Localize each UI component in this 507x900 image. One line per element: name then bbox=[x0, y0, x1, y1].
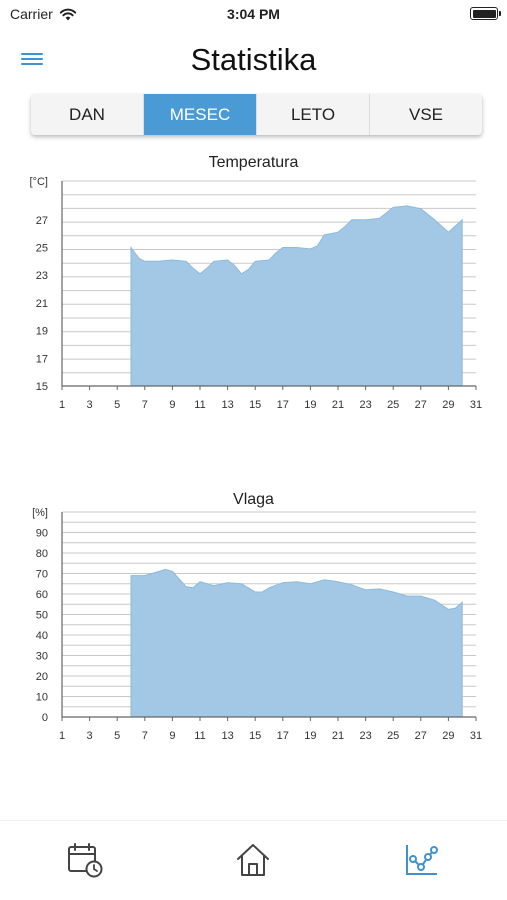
y-tick-label: 27 bbox=[36, 215, 48, 227]
carrier-group: Carrier bbox=[10, 6, 77, 22]
period-segmented-control: DAN MESEC LETO VSE bbox=[31, 94, 482, 135]
temperature-chart: Temperatura 15 17 19 21 23 25 27 [°C] 1 3 5 7 9 11 13 1… bbox=[0, 150, 507, 420]
battery-icon bbox=[470, 7, 501, 20]
x-tick-label: 7 bbox=[142, 399, 148, 411]
x-tick-label: 17 bbox=[277, 399, 289, 411]
humidity-chart: Vlaga 0 10 20 30 40 50 60 70 80 90 [%] 1 3 5 7 9 11 13 15 1… bbox=[0, 487, 507, 747]
x-tick-label: 3 bbox=[87, 730, 93, 742]
status-bar: Carrier 3:04 PM bbox=[0, 0, 507, 28]
x-tick-label: 13 bbox=[221, 399, 233, 411]
x-tick-label: 1 bbox=[59, 730, 65, 742]
y-tick-label: 25 bbox=[36, 242, 48, 254]
y-tick-label: 90 bbox=[36, 528, 48, 540]
y-tick-label: 80 bbox=[36, 548, 48, 560]
x-tick-label: 13 bbox=[221, 730, 233, 742]
area-series bbox=[130, 205, 463, 387]
chart-nodes-icon bbox=[406, 845, 438, 875]
home-tab-button[interactable] bbox=[232, 839, 274, 881]
y-tick-label: 40 bbox=[36, 630, 48, 642]
x-tick-label: 5 bbox=[114, 730, 120, 742]
carrier-label: Carrier bbox=[10, 6, 53, 22]
hamburger-menu-button[interactable] bbox=[20, 50, 50, 72]
y-unit-label: [%] bbox=[32, 507, 48, 519]
x-tick-label: 15 bbox=[249, 399, 261, 411]
x-tick-label: 7 bbox=[142, 730, 148, 742]
y-tick-label: 60 bbox=[36, 589, 48, 601]
x-tick-label: 25 bbox=[387, 399, 399, 411]
x-tick-label: 31 bbox=[470, 730, 482, 742]
y-tick-label: 0 bbox=[42, 712, 48, 724]
nav-bar: Statistika bbox=[0, 36, 507, 86]
area-series bbox=[130, 568, 463, 718]
humidity-chart-title: Vlaga bbox=[233, 491, 274, 508]
x-tick-label: 17 bbox=[277, 730, 289, 742]
wifi-icon bbox=[59, 8, 76, 20]
x-tick-label: 27 bbox=[415, 730, 427, 742]
y-tick-label: 30 bbox=[36, 651, 48, 663]
y-tick-label: 20 bbox=[36, 671, 48, 683]
temperature-chart-title: Temperatura bbox=[208, 154, 299, 171]
bottom-tab-bar bbox=[0, 820, 507, 900]
tab-dan[interactable]: DAN bbox=[31, 94, 144, 135]
calendar-clock-icon bbox=[68, 843, 103, 878]
tab-mesec[interactable]: MESEC bbox=[144, 94, 257, 135]
home-icon bbox=[237, 844, 269, 876]
page-title: Statistika bbox=[190, 42, 317, 77]
x-tick-label: 15 bbox=[249, 730, 261, 742]
x-tick-label: 21 bbox=[332, 730, 344, 742]
x-tick-label: 9 bbox=[169, 399, 175, 411]
calendar-tab-button[interactable] bbox=[64, 839, 106, 881]
x-tick-label: 27 bbox=[415, 399, 427, 411]
status-time: 3:04 PM bbox=[227, 6, 280, 22]
y-tick-label: 17 bbox=[36, 353, 48, 365]
x-tick-label: 25 bbox=[387, 730, 399, 742]
statistics-tab-button[interactable] bbox=[400, 839, 442, 881]
y-unit-label: [°C] bbox=[30, 176, 48, 188]
y-tick-label: 10 bbox=[36, 692, 48, 704]
x-tick-label: 9 bbox=[169, 730, 175, 742]
x-tick-label: 29 bbox=[442, 399, 454, 411]
hamburger-icon bbox=[21, 53, 43, 55]
x-tick-label: 23 bbox=[359, 399, 371, 411]
x-tick-label: 3 bbox=[87, 399, 93, 411]
x-tick-label: 5 bbox=[114, 399, 120, 411]
x-tick-label: 11 bbox=[194, 730, 205, 742]
x-tick-label: 19 bbox=[304, 730, 316, 742]
x-tick-label: 21 bbox=[332, 399, 344, 411]
y-tick-label: 21 bbox=[36, 298, 48, 310]
x-tick-label: 23 bbox=[359, 730, 371, 742]
y-tick-label: 19 bbox=[36, 326, 48, 338]
y-tick-label: 50 bbox=[36, 610, 48, 622]
x-tick-label: 11 bbox=[194, 399, 205, 411]
tab-vse[interactable]: VSE bbox=[408, 104, 444, 124]
x-tick-label: 29 bbox=[442, 730, 454, 742]
x-tick-label: 19 bbox=[304, 399, 316, 411]
x-tick-label: 1 bbox=[59, 399, 65, 411]
y-tick-label: 15 bbox=[36, 381, 48, 393]
y-tick-label: 23 bbox=[36, 270, 48, 282]
x-tick-label: 31 bbox=[470, 399, 482, 411]
tab-leto[interactable]: LETO bbox=[257, 94, 370, 135]
y-tick-label: 70 bbox=[36, 569, 48, 581]
